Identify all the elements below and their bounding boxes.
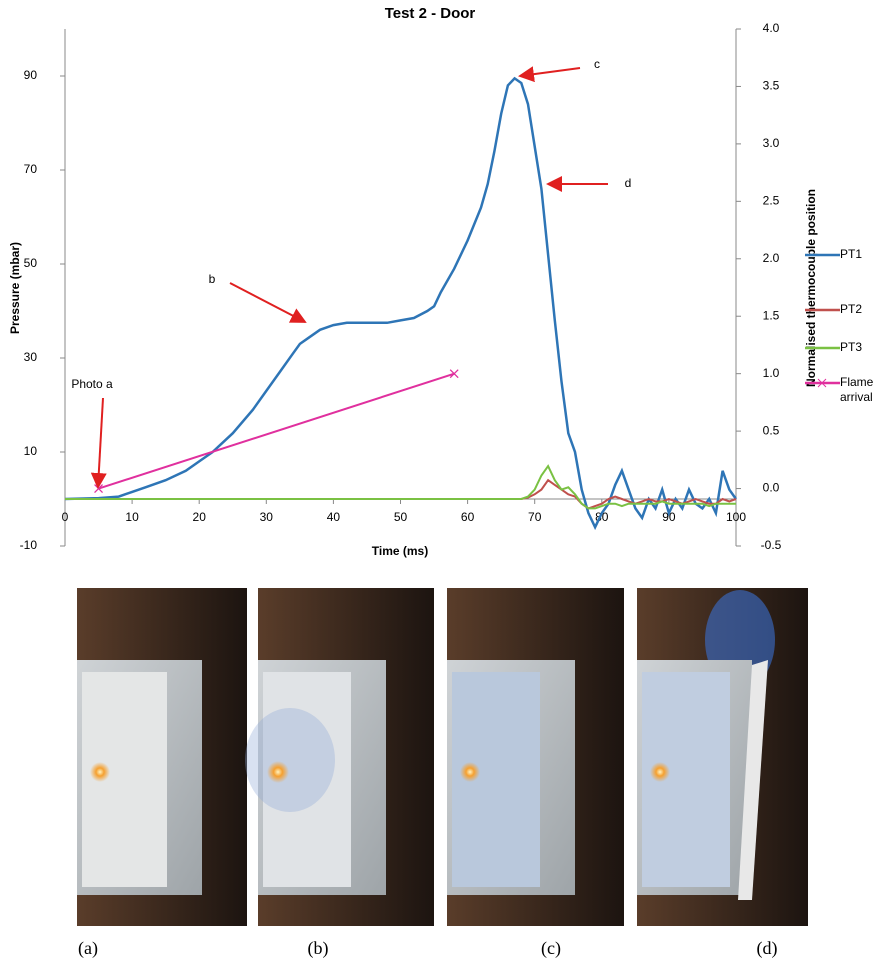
y-tick-label: 10 <box>24 444 38 458</box>
y2-tick-label: 3.0 <box>763 136 780 150</box>
y2-tick-label: 1.5 <box>763 308 780 322</box>
x-tick-label: 0 <box>62 510 69 524</box>
series-line <box>64 76 738 531</box>
legend-label: Flame arrival <box>840 375 874 404</box>
y2-tick-label: -0.5 <box>761 538 782 552</box>
annotation: b <box>209 272 216 286</box>
x-tick-label: 100 <box>726 510 746 524</box>
y-tick-label: -10 <box>20 538 38 552</box>
y2-tick-label: 0.5 <box>763 423 780 437</box>
photo <box>447 588 624 926</box>
legend-marker <box>817 378 827 388</box>
legend-label: PT2 <box>840 302 863 316</box>
x-tick-label: 10 <box>125 510 139 524</box>
y-axis-title: Pressure (mbar) <box>8 242 22 334</box>
annotation-arrow <box>229 282 307 323</box>
annotation: c <box>594 57 600 71</box>
y-tick-label: 90 <box>24 68 38 82</box>
photo-caption: (c) <box>541 938 561 959</box>
y2-axis-title: Normalised thermocouple position <box>804 189 818 387</box>
x-tick-label: 60 <box>461 510 475 524</box>
photos <box>77 588 808 926</box>
x-tick-label: 40 <box>327 510 341 524</box>
x-tick-label: 20 <box>193 510 207 524</box>
series-line <box>65 464 736 510</box>
y2-tick-label: 1.0 <box>763 366 780 380</box>
x-tick-label: 70 <box>528 510 542 524</box>
y2-tick-label: 0.0 <box>763 481 780 495</box>
chart-title: Test 2 - Door <box>385 5 476 22</box>
annotation-arrow <box>90 397 107 489</box>
y2-tick-label: 4.0 <box>763 21 780 35</box>
y2-tick-label: 2.0 <box>763 251 780 265</box>
annotation-arrow <box>518 66 581 83</box>
y-tick-label: 70 <box>24 162 38 176</box>
series-line <box>98 372 455 490</box>
x-axis-title: Time (ms) <box>372 544 428 558</box>
y-tick-label: 50 <box>24 256 38 270</box>
photo <box>637 588 808 926</box>
y-tick-label: 30 <box>24 350 38 364</box>
flame-marker <box>449 369 459 379</box>
photo-caption: (d) <box>757 938 778 959</box>
x-tick-label: 30 <box>260 510 274 524</box>
y2-tick-label: 2.5 <box>763 194 780 208</box>
x-tick-label: 50 <box>394 510 408 524</box>
photo <box>245 588 434 926</box>
photo-caption: (a) <box>78 938 98 959</box>
x-tick-label: 90 <box>662 510 676 524</box>
legend-label: PT3 <box>840 340 863 354</box>
y2-tick-label: 3.5 <box>763 79 780 93</box>
photo-caption: (b) <box>308 938 329 959</box>
legend-label: PT1 <box>840 247 863 261</box>
annotation: d <box>625 176 632 190</box>
annotation: Photo a <box>71 377 113 391</box>
photo <box>77 588 247 926</box>
